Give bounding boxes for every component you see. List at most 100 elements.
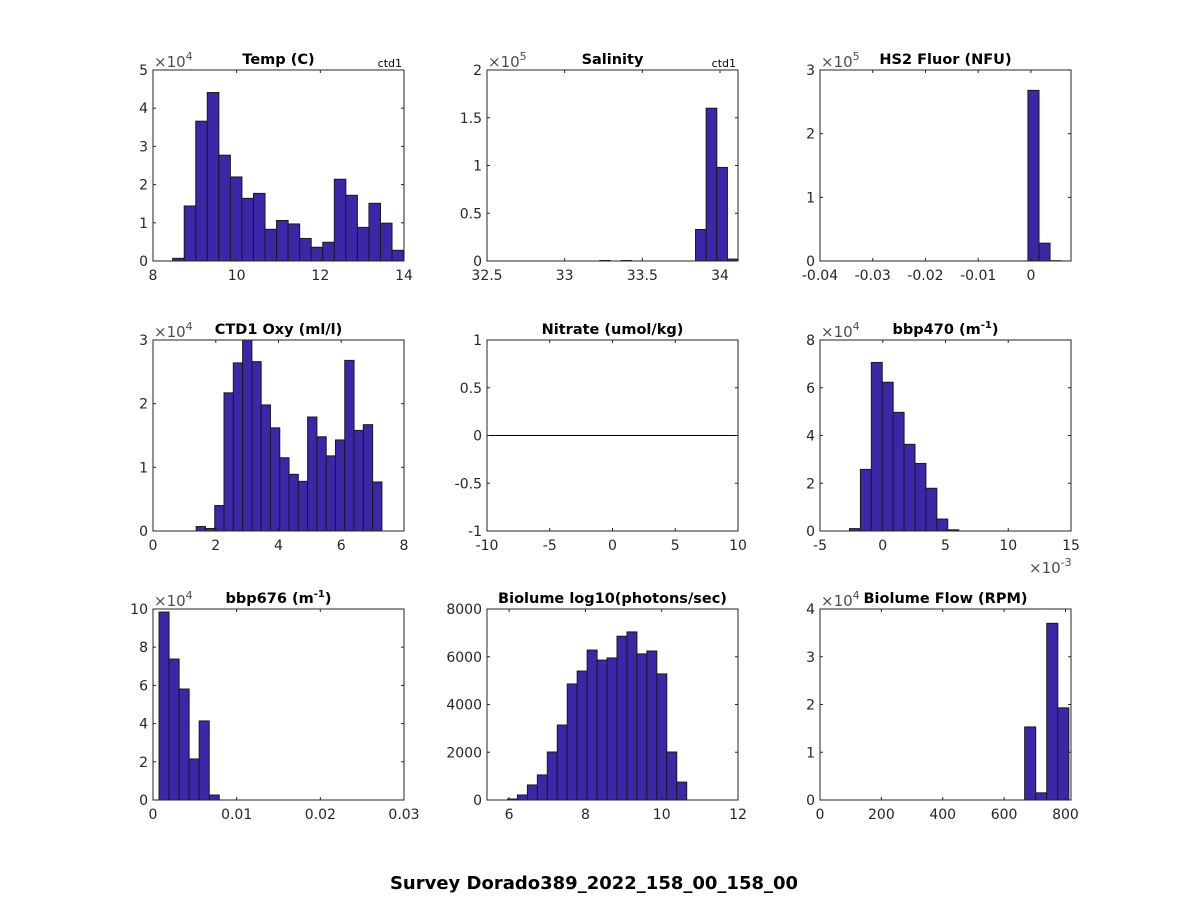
y-exponent-label: ×104 bbox=[821, 320, 860, 341]
subplot-title: HS2 Fluor (NFU) bbox=[879, 52, 1011, 68]
y-tick-label: 0.5 bbox=[460, 381, 482, 397]
histogram-bar bbox=[892, 411, 905, 532]
y-tick-label: 0 bbox=[139, 793, 148, 809]
histogram-bar bbox=[870, 361, 883, 532]
histogram-bar bbox=[198, 720, 210, 801]
y-exponent-label: ×104 bbox=[154, 50, 193, 71]
title-text: bbp470 (m bbox=[893, 322, 981, 338]
histogram-bar bbox=[379, 222, 393, 262]
x-tick-label: 33.5 bbox=[627, 268, 658, 284]
subplot-title: bbp676 (m-1) bbox=[226, 589, 332, 607]
y-exponent-power: 5 bbox=[520, 50, 527, 63]
histogram-bar bbox=[1024, 726, 1037, 801]
x-tick-label: 400 bbox=[929, 807, 956, 823]
histogram-bar bbox=[1038, 242, 1051, 262]
y-tick-label: 0 bbox=[139, 524, 148, 540]
y-tick-label: 0 bbox=[806, 254, 815, 270]
axes-box bbox=[819, 69, 1072, 262]
title-text: Biolume log10(photons/sec) bbox=[498, 591, 727, 607]
histogram-bar bbox=[925, 487, 938, 532]
x-tick-label: 0 bbox=[149, 807, 158, 823]
histogram-bar bbox=[391, 249, 405, 262]
histogram-bar bbox=[616, 635, 628, 801]
y-exponent-base: ×10 bbox=[821, 323, 853, 341]
x-tick-label: 0.02 bbox=[305, 807, 336, 823]
axes-box bbox=[152, 608, 405, 801]
y-exponent-label: ×104 bbox=[154, 589, 193, 610]
y-exponent-base: ×10 bbox=[488, 53, 520, 71]
subplot-title: Biolume Flow (RPM) bbox=[863, 591, 1027, 607]
histogram-bar bbox=[252, 192, 266, 262]
subplot-7: 6 8 10 12 0 2000 4000 6000 8000 Biolume log10(pho… bbox=[446, 591, 747, 823]
histogram-bar bbox=[656, 673, 668, 801]
title-superscript: -1 bbox=[314, 589, 325, 600]
source-note: ctd1 bbox=[378, 57, 402, 70]
histogram-bar bbox=[232, 362, 244, 532]
histogram-bar bbox=[368, 202, 381, 262]
y-tick-label: 2 bbox=[139, 397, 148, 413]
histogram-bar bbox=[526, 784, 538, 801]
histogram-bar bbox=[344, 359, 355, 532]
axes-background bbox=[820, 340, 1071, 531]
title-tail: ) bbox=[992, 322, 999, 338]
y-exponent-base: ×10 bbox=[821, 53, 853, 71]
axes-box bbox=[152, 69, 405, 262]
histogram-bar bbox=[705, 107, 718, 262]
x-tick-label: 8 bbox=[149, 268, 158, 284]
histogram-bar bbox=[353, 429, 364, 532]
y-tick-label: 8000 bbox=[446, 602, 482, 618]
y-tick-label: 6000 bbox=[446, 650, 482, 666]
y-tick-label: 1 bbox=[473, 333, 482, 349]
x-tick-label: -0.02 bbox=[907, 268, 943, 284]
histogram-bar bbox=[914, 462, 927, 532]
y-exponent-label: ×104 bbox=[821, 589, 860, 610]
histogram-bar bbox=[276, 220, 289, 262]
histogram-bar bbox=[586, 649, 598, 801]
x-tick-label: -0.01 bbox=[960, 268, 996, 284]
title-text: CTD1 Oxy (ml/l) bbox=[215, 322, 342, 338]
histogram-bar bbox=[606, 657, 618, 801]
histogram-bar bbox=[334, 439, 346, 532]
y-tick-label: 2 bbox=[806, 127, 815, 143]
subplot-title: Salinity bbox=[582, 52, 644, 68]
x-tick-label: 12 bbox=[729, 807, 747, 823]
x-tick-label: -0.04 bbox=[802, 268, 838, 284]
y-tick-label: 0 bbox=[806, 793, 815, 809]
x-tick-label: 12 bbox=[311, 268, 329, 284]
subplot-title: Nitrate (umol/kg) bbox=[542, 322, 684, 338]
x-tick-label: 10 bbox=[228, 268, 246, 284]
x-exponent-label: ×10-3 bbox=[1029, 556, 1072, 577]
y-tick-label: 0 bbox=[139, 254, 148, 270]
histogram-bar bbox=[362, 424, 374, 532]
histogram-bar bbox=[1027, 89, 1040, 262]
histogram-bar bbox=[859, 468, 872, 532]
y-tick-label: 4 bbox=[806, 602, 815, 618]
histogram-bar bbox=[297, 480, 309, 532]
y-tick-label: 10 bbox=[130, 602, 148, 618]
histogram-bar bbox=[546, 751, 558, 801]
histogram-bar bbox=[269, 427, 281, 532]
histogram-bar bbox=[206, 92, 220, 262]
x-tick-label: -5 bbox=[543, 538, 557, 554]
y-tick-label: 1 bbox=[473, 159, 482, 175]
y-exponent-power: 4 bbox=[853, 320, 860, 333]
histogram-bar bbox=[716, 166, 728, 262]
histogram-bar bbox=[218, 154, 231, 262]
y-exponent-label: ×104 bbox=[154, 320, 193, 341]
x-tick-label: 0 bbox=[816, 807, 825, 823]
x-tick-label: 10 bbox=[729, 538, 747, 554]
histogram-bar bbox=[288, 473, 299, 532]
histogram-bar bbox=[1046, 622, 1059, 801]
x-tick-label: 200 bbox=[868, 807, 895, 823]
y-tick-label: 2 bbox=[806, 698, 815, 714]
histogram-bar bbox=[345, 194, 358, 262]
y-exponent-power: 4 bbox=[853, 589, 860, 602]
x-tick-label: 32.5 bbox=[471, 268, 502, 284]
x-tick-label: 6 bbox=[505, 807, 514, 823]
histogram-bar bbox=[242, 339, 253, 532]
y-tick-label: 4 bbox=[806, 429, 815, 445]
x-tick-label: 600 bbox=[991, 807, 1018, 823]
y-exponent-base: ×10 bbox=[154, 592, 186, 610]
